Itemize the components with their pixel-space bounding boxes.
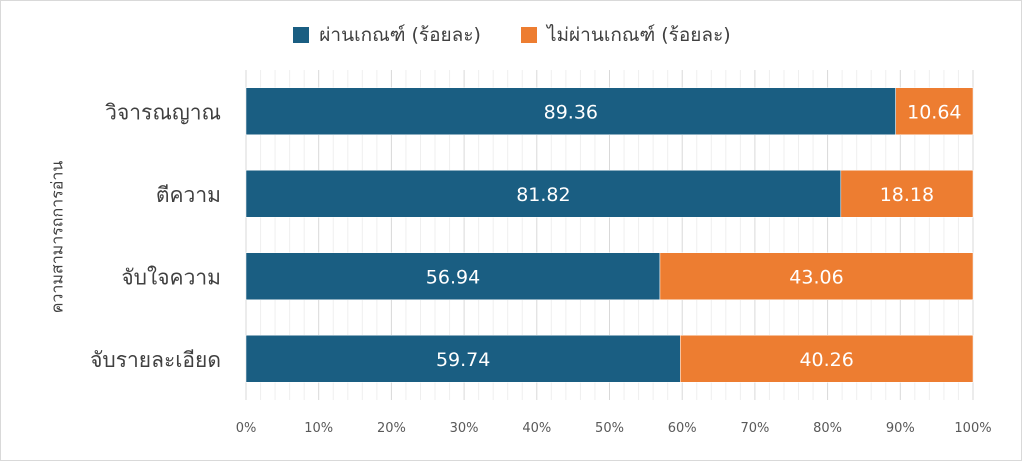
- bar-fail: [659, 252, 974, 300]
- legend-label-pass: ผ่านเกณฑ์ (ร้อยละ): [319, 24, 481, 46]
- x-tick-label: 40%: [522, 421, 551, 436]
- bar-pass: [245, 335, 681, 383]
- bar-fail: [680, 335, 974, 383]
- legend-swatch-pass: [293, 27, 310, 43]
- bar-pass: [245, 170, 842, 218]
- x-tick-label: 90%: [886, 421, 915, 436]
- data-label-pass: 89.36: [544, 101, 598, 123]
- data-label-pass: 59.74: [436, 349, 490, 371]
- bar-fail: [840, 170, 974, 218]
- legend-item-pass: ผ่านเกณฑ์ (ร้อยละ): [293, 20, 481, 50]
- legend-label-fail: ไม่ผ่านเกณฑ์ (ร้อยละ): [546, 24, 731, 46]
- data-label-pass: 81.82: [516, 184, 570, 206]
- category-label: วิจารณญาณ: [105, 100, 221, 124]
- data-label-pass: 56.94: [426, 266, 480, 288]
- bar-pass: [245, 252, 661, 300]
- data-label-fail: 40.26: [799, 349, 853, 371]
- x-tick-label: 60%: [668, 421, 697, 436]
- data-label-fail: 18.18: [880, 184, 934, 206]
- x-tick-label: 100%: [954, 421, 991, 436]
- category-label: ตีความ: [156, 183, 221, 207]
- category-label: จับใจความ: [121, 265, 221, 289]
- chart-legend: ผ่านเกณฑ์ (ร้อยละ) ไม่ผ่านเกณฑ์ (ร้อยละ): [0, 22, 1024, 48]
- x-tick-label: 20%: [377, 421, 406, 436]
- bar-pass: [245, 87, 896, 135]
- bar-fail: [895, 87, 974, 135]
- data-label-fail: 10.64: [907, 101, 961, 123]
- x-tick-label: 70%: [740, 421, 769, 436]
- x-tick-label: 80%: [813, 421, 842, 436]
- data-label-fail: 43.06: [789, 266, 843, 288]
- category-label: จับรายละเอียด: [90, 348, 221, 372]
- x-tick-label: 0%: [236, 421, 257, 436]
- legend-swatch-fail: [520, 27, 537, 43]
- x-tick-label: 30%: [450, 421, 479, 436]
- legend-item-fail: ไม่ผ่านเกณฑ์ (ร้อยละ): [520, 20, 731, 50]
- x-tick-label: 10%: [304, 421, 333, 436]
- x-tick-label: 50%: [595, 421, 624, 436]
